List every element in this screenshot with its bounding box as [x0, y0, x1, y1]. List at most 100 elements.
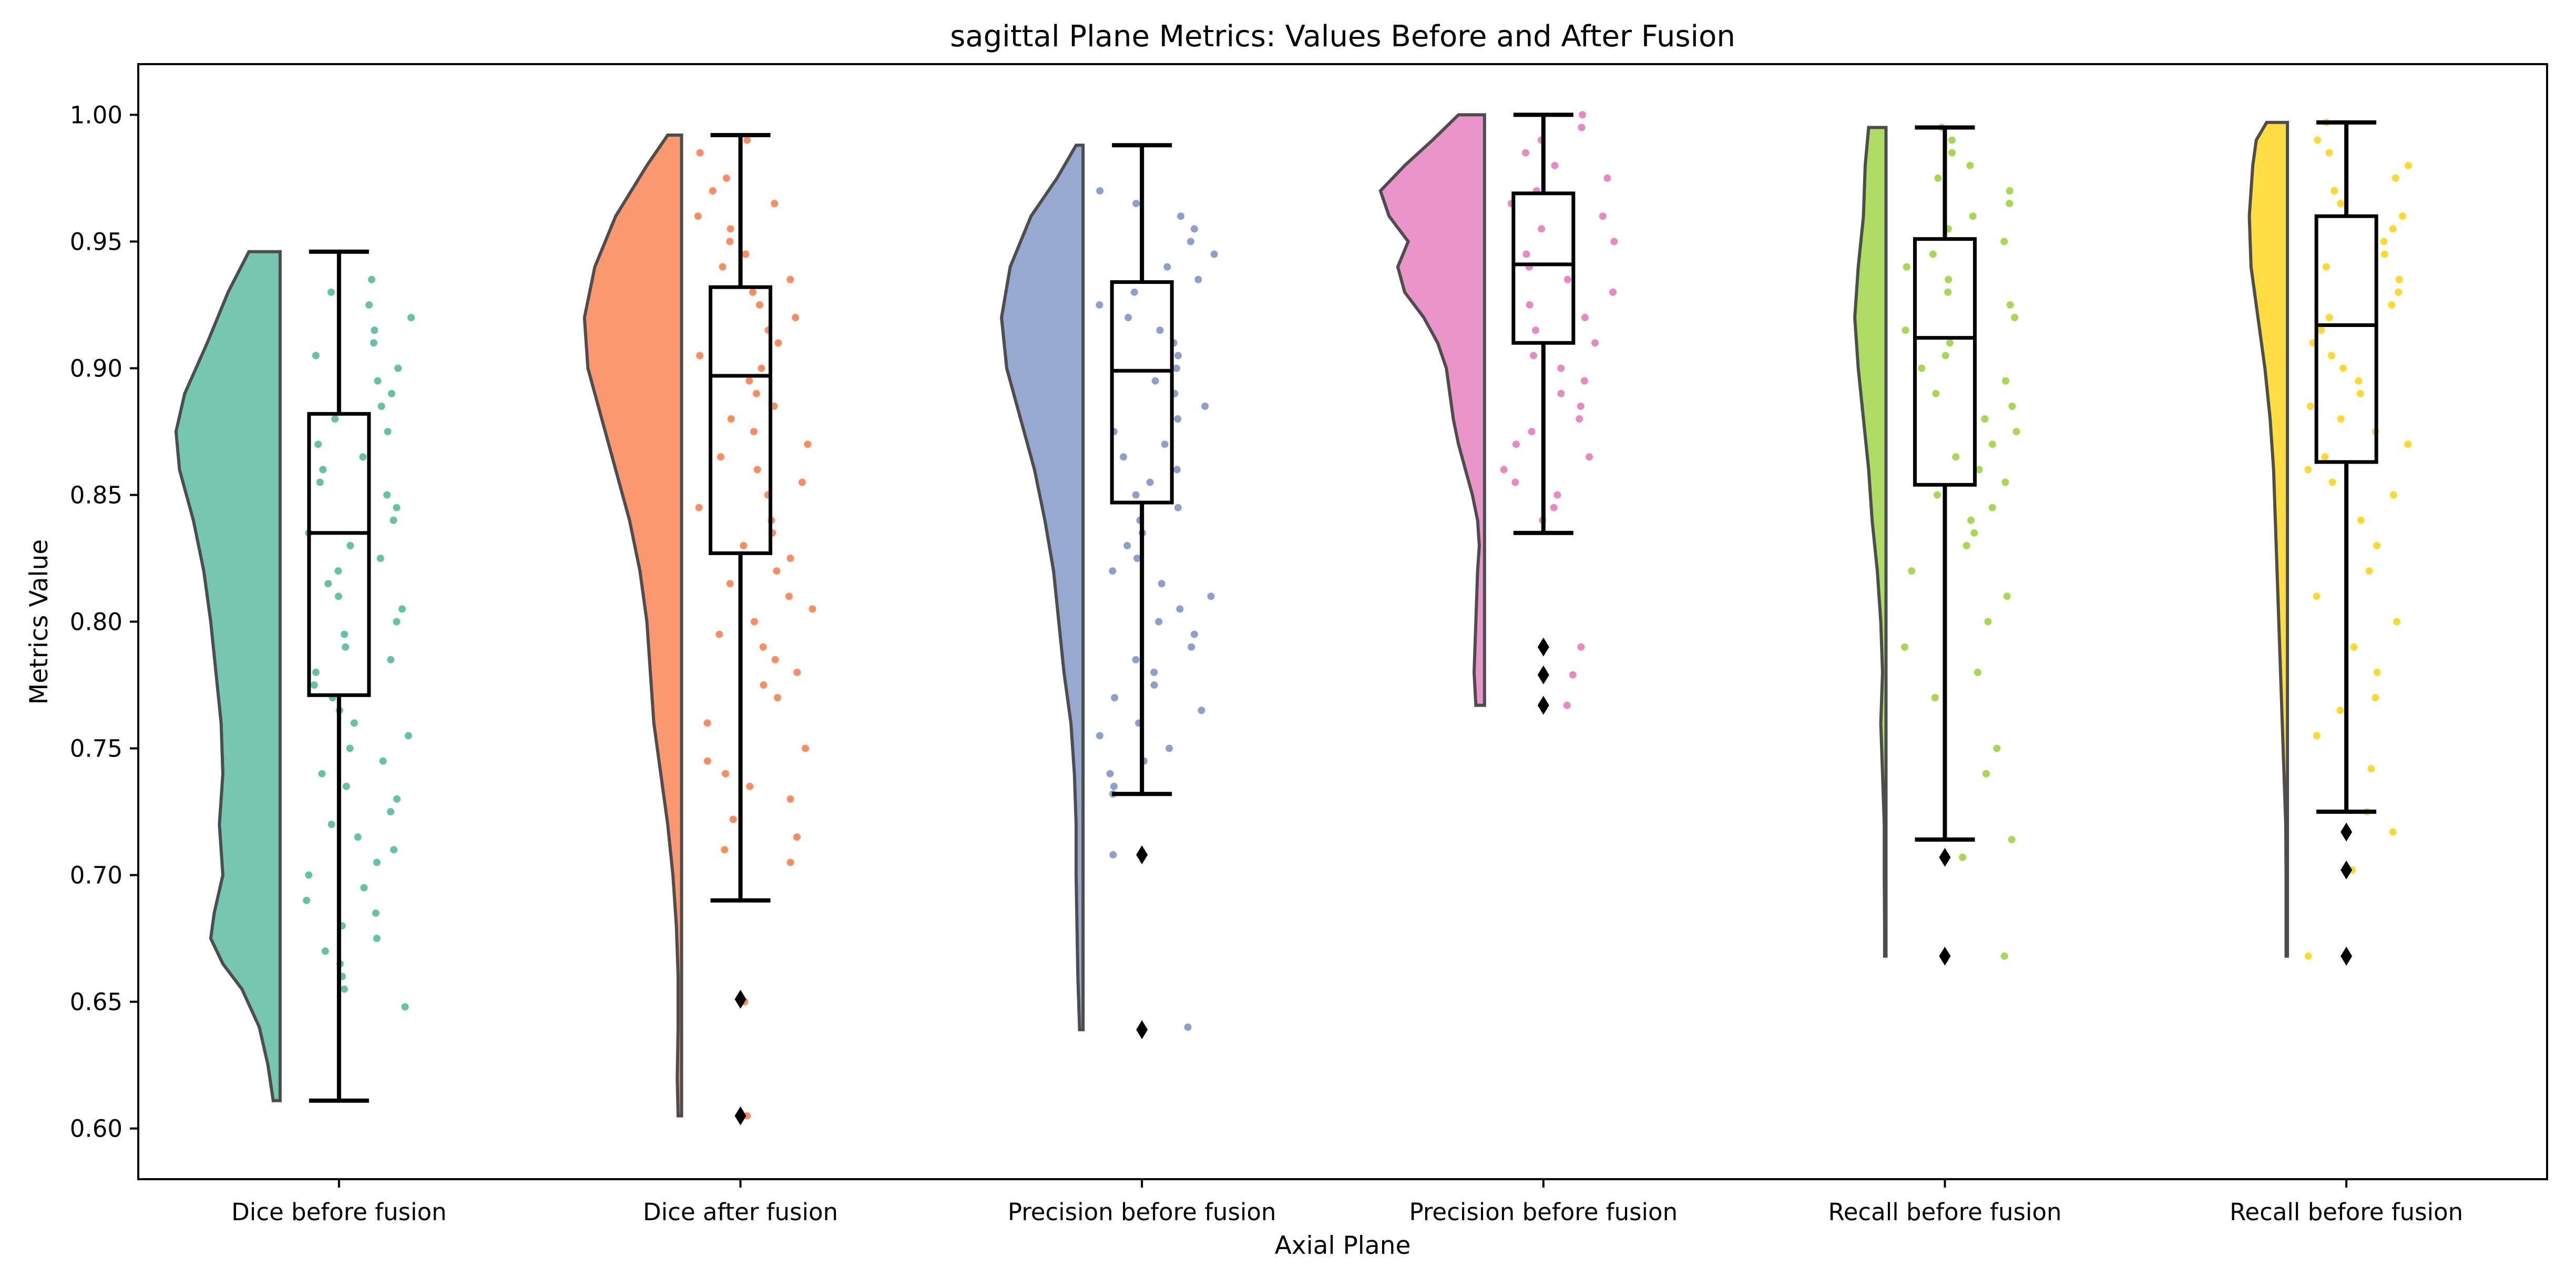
data-point [383, 491, 391, 499]
data-point [2330, 187, 2338, 195]
data-point [376, 554, 384, 562]
data-point [341, 630, 349, 638]
data-point [773, 567, 781, 575]
data-point [1150, 668, 1158, 676]
data-point [2367, 765, 2375, 773]
data-point [2395, 275, 2403, 283]
data-point [386, 808, 394, 816]
data-point [1557, 390, 1565, 397]
data-point [1120, 453, 1128, 461]
data-point [2325, 314, 2333, 322]
data-point [346, 541, 354, 549]
data-point [1934, 491, 1941, 499]
data-point [384, 427, 392, 435]
data-point [393, 795, 401, 803]
data-point [774, 339, 782, 347]
cloud-group [1000, 143, 1218, 1039]
data-point [2008, 836, 2016, 844]
data-point [752, 390, 760, 397]
data-point [771, 200, 779, 208]
data-point [1967, 516, 1975, 524]
y-tick-label: 0.80 [70, 608, 122, 636]
data-point [1941, 352, 1949, 360]
data-point [727, 225, 734, 233]
data-point [2000, 952, 2008, 960]
data-point [1125, 314, 1132, 322]
cloud-group [174, 249, 415, 1103]
data-point [2012, 427, 2020, 435]
data-point [1133, 554, 1141, 562]
data-point [2006, 301, 2014, 309]
data-point [387, 656, 395, 663]
data-point [1610, 238, 1618, 246]
data-point [1151, 377, 1159, 385]
outlier-marker [2340, 860, 2353, 880]
data-point [2011, 314, 2019, 322]
data-point [1578, 124, 1586, 131]
x-tick-label: Precision before fusion [1008, 1198, 1276, 1226]
data-point [1526, 301, 1534, 309]
data-point [726, 238, 734, 246]
data-point [771, 656, 779, 663]
data-point [1111, 694, 1119, 702]
data-point [740, 541, 748, 549]
data-point [2404, 441, 2412, 448]
iqr-box [2314, 214, 2378, 464]
cloud-group [1378, 111, 1618, 715]
data-point [1959, 853, 1967, 861]
data-point [727, 415, 735, 423]
data-point [370, 339, 377, 347]
data-point [1975, 466, 1983, 474]
y-tick-label: 0.60 [70, 1115, 122, 1143]
data-point [743, 1112, 751, 1120]
x-tick-label: Dice before fusion [231, 1198, 446, 1226]
data-point [719, 263, 727, 271]
data-point [1557, 364, 1565, 372]
data-point [1948, 149, 1956, 157]
data-point [1109, 567, 1117, 575]
data-point [1500, 466, 1508, 474]
data-point [1576, 415, 1583, 423]
data-point [758, 364, 765, 372]
data-point [773, 694, 781, 702]
data-point [1563, 701, 1571, 709]
data-point [1988, 504, 1996, 512]
data-point [1530, 352, 1538, 360]
data-point [786, 275, 794, 283]
data-point [324, 580, 332, 588]
data-point [1207, 592, 1215, 600]
x-tick-label: Precision before fusion [1409, 1198, 1678, 1226]
data-point [755, 301, 763, 309]
y-tick-label: 0.85 [70, 481, 122, 509]
data-point [2000, 238, 2008, 246]
data-point [1166, 744, 1173, 752]
data-point [377, 402, 385, 410]
data-point [2313, 732, 2321, 740]
x-tick-label: Recall before fusion [2230, 1198, 2463, 1226]
data-point [371, 326, 379, 334]
data-point [726, 580, 734, 588]
iqr-box [1913, 237, 1977, 487]
data-point [1553, 491, 1561, 499]
data-point [715, 630, 723, 638]
data-point [1531, 326, 1539, 334]
data-point [2003, 592, 2011, 600]
data-point [1974, 668, 1981, 676]
data-point [350, 719, 358, 727]
data-point [1210, 250, 1218, 258]
data-point [312, 352, 320, 360]
data-point [331, 415, 339, 423]
data-point [1591, 339, 1599, 347]
data-point [2304, 466, 2312, 474]
y-tick-label: 0.70 [70, 862, 122, 890]
data-point [1944, 288, 1952, 296]
data-point [1528, 427, 1536, 435]
data-point [360, 884, 368, 892]
data-point [750, 427, 758, 435]
data-point [749, 288, 757, 296]
data-point [1586, 453, 1593, 461]
data-point [1132, 200, 1140, 208]
data-point [1581, 314, 1589, 322]
data-point [793, 668, 801, 676]
